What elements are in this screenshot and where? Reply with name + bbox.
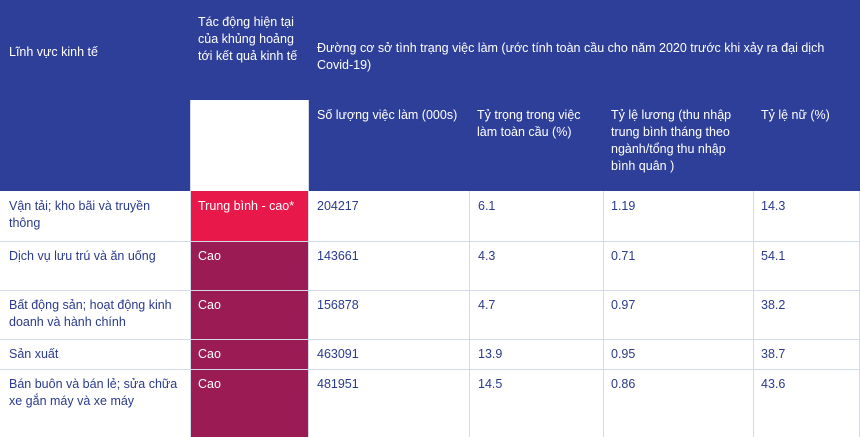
row-wage: 0.86 (611, 377, 636, 391)
grid-line (0, 290, 860, 291)
header-female-cell: Tỷ lệ nữ (%) (753, 100, 860, 191)
header-wage-cell: Tỷ lệ lương (thu nhập trung bình tháng t… (603, 100, 753, 191)
table-row: Dịch vụ lưu trú và ăn uống (9, 248, 184, 265)
header-jobs-cell: Số lượng việc làm (000s) (308, 100, 469, 191)
row-sector: Sản xuất (9, 347, 59, 361)
grid-line (753, 191, 754, 437)
header-female-label: Tỷ lệ nữ (%) (761, 108, 830, 122)
row-sector: Bán buôn và bán lẻ; sửa chữa xe gắn máy … (9, 377, 178, 408)
table-row: Sản xuất (9, 346, 184, 363)
table-row: Vận tải; kho bãi và truyền thông (9, 198, 184, 232)
row-share: 14.5 (478, 377, 503, 391)
row-share: 4.3 (478, 249, 496, 263)
row-female: 43.6 (761, 377, 786, 391)
row-share: 6.1 (478, 199, 496, 213)
row-wage: 0.97 (611, 298, 636, 312)
row-jobs: 481951 (317, 377, 359, 391)
row-share: 13.9 (478, 347, 503, 361)
row-impact: Cao (198, 347, 221, 361)
row-female: 54.1 (761, 249, 786, 263)
grid-line (308, 100, 309, 437)
grid-line (0, 369, 860, 370)
row-jobs: 204217 (317, 199, 359, 213)
row-share: 4.7 (478, 298, 496, 312)
row-sector: Bất động sản; hoạt động kinh doanh và hà… (9, 298, 172, 329)
header-impact-blank (190, 100, 308, 191)
row-wage: 1.19 (611, 199, 636, 213)
row-wage: 0.95 (611, 347, 636, 361)
grid-line (0, 241, 860, 242)
impact-bg-medium-high (190, 191, 308, 241)
grid-line (469, 191, 470, 437)
row-impact: Cao (198, 377, 221, 391)
row-female: 14.3 (761, 199, 786, 213)
header-jobs-label: Số lượng việc làm (000s) (317, 108, 458, 122)
row-sector: Dịch vụ lưu trú và ăn uống (9, 249, 156, 263)
table-row: Bán buôn và bán lẻ; sửa chữa xe gắn máy … (9, 376, 184, 410)
grid-line (0, 339, 860, 340)
row-sector: Vận tải; kho bãi và truyền thông (9, 199, 151, 230)
row-female: 38.2 (761, 298, 786, 312)
grid-line (603, 191, 604, 437)
header-impact-label: Tác động hiện tại của khủng hoảng tới kế… (198, 15, 298, 63)
header-share-cell: Tỷ trọng trong việc làm toàn cầu (%) (469, 100, 603, 191)
row-jobs: 463091 (317, 347, 359, 361)
row-impact: Cao (198, 249, 221, 263)
row-wage: 0.71 (611, 249, 636, 263)
row-impact: Trung bình - cao* (198, 199, 295, 213)
row-jobs: 156878 (317, 298, 359, 312)
header-wage-label: Tỷ lệ lương (thu nhập trung bình tháng t… (611, 108, 732, 173)
header-impact-cell: Tác động hiện tại của khủng hoảng tới kế… (190, 0, 308, 100)
header-sector-cell: Lĩnh vực kinh tế (0, 0, 190, 191)
row-jobs: 143661 (317, 249, 359, 263)
grid-line (190, 100, 191, 437)
header-sector-label: Lĩnh vực kinh tế (9, 45, 98, 59)
row-female: 38.7 (761, 347, 786, 361)
header-share-label: Tỷ trọng trong việc làm toàn cầu (%) (477, 108, 581, 139)
row-impact: Cao (198, 298, 221, 312)
table-row: Bất động sản; hoạt động kinh doanh và hà… (9, 297, 184, 331)
header-baseline-label: Đường cơ sở tình trạng việc làm (ước tín… (317, 41, 825, 72)
